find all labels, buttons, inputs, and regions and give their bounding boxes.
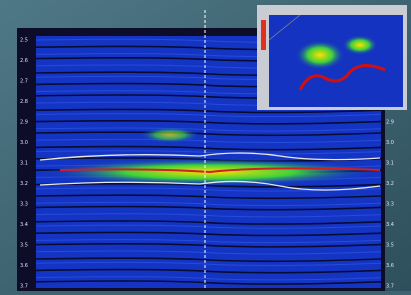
axis-label: 3.5 [20, 243, 28, 249]
axis-label: 3.6 [20, 263, 28, 269]
axis-label: 3.7 [386, 284, 394, 290]
axis-label: 3.0 [20, 140, 28, 146]
axis-label: 2.5 [20, 38, 28, 44]
axis-label: 3.2 [20, 181, 28, 187]
axis-label: 3.1 [20, 161, 28, 167]
anomaly [140, 127, 200, 143]
axis-label: 2.7 [20, 79, 28, 85]
axis-label: 3.0 [386, 140, 394, 146]
axis-label: 3.3 [386, 202, 394, 208]
color-scale [261, 20, 266, 50]
axis-label: 3.4 [386, 222, 394, 228]
axis-label: 2.9 [386, 120, 394, 126]
axis-label: 3.4 [20, 222, 28, 228]
axis-label: 3.1 [386, 161, 394, 167]
page: 2.52.52.62.62.72.72.82.82.92.93.03.03.13… [0, 0, 411, 291]
axis-label: 2.6 [20, 58, 28, 64]
axis-label: 3.3 [20, 202, 28, 208]
axis-label: 3.2 [386, 181, 394, 187]
axis-label: 3.6 [386, 263, 394, 269]
inset-anomaly [342, 35, 378, 55]
axis-label: 2.8 [20, 99, 28, 105]
inset-anomaly [295, 40, 345, 70]
axis-label: 3.5 [386, 243, 394, 249]
seismic-view: 2.52.52.62.62.72.72.82.82.92.93.03.03.13… [0, 0, 411, 291]
axis-label: 3.7 [20, 284, 28, 290]
axis-label: 2.9 [20, 120, 28, 126]
